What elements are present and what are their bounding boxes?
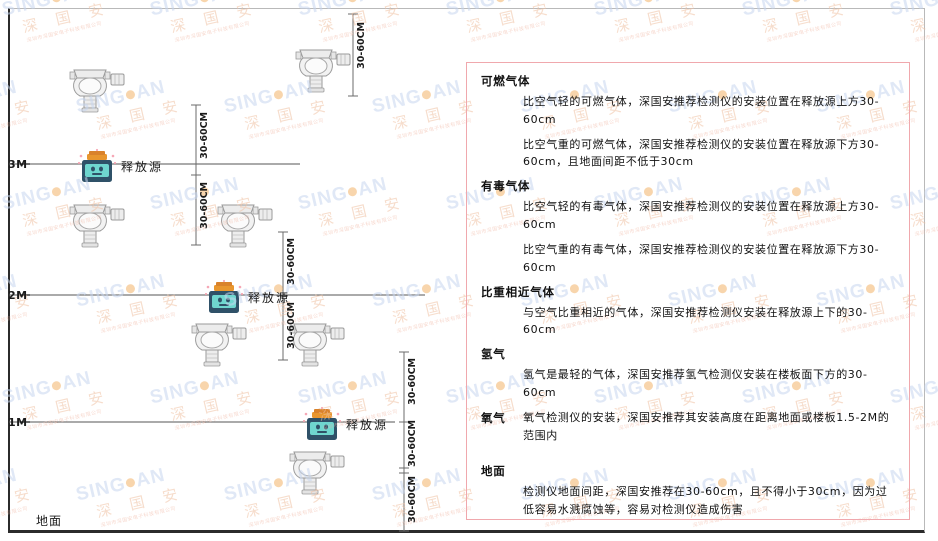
release-source-label-1m: 释放源	[346, 418, 389, 432]
dimension-label-right-3: 30-60CM	[407, 476, 418, 523]
level-label-2m: 2M	[8, 289, 28, 302]
release-source-1m	[302, 406, 342, 440]
section-paragraph: 比空气轻的可燃气体，深国安推荐检测仪的安装位置在释放源上方30-60cm	[523, 95, 880, 126]
panel-spacer	[481, 451, 895, 463]
section-heading: 有毒气体	[481, 179, 531, 194]
section-paragraph: 比空气重的可燃气体，深国安推荐检测仪的安装位置在释放源下方30-60cm，且地面…	[523, 137, 880, 169]
dimension-label-middle-1: 30-60CM	[286, 238, 297, 285]
release-source-3m	[77, 148, 117, 182]
section-heading: 可燃气体	[481, 74, 531, 88]
section-paragraph: 检测仪地面间距，深国安推荐在30-60cm，且不得小于30cm，因为过低容易水溅…	[523, 485, 888, 517]
section-paragraph: 氢气是最轻的气体，深国安推荐氢气检测仪安装在楼板面下方的30-60cm	[523, 368, 868, 399]
release-source-2m	[204, 279, 244, 313]
section-hydrogen-gas: 氢气 氢气是最轻的气体，深国安推荐氢气检测仪安装在楼板面下方的30-60cm	[481, 346, 895, 402]
detector-mid-left	[69, 204, 125, 248]
ground-label: 地面	[36, 514, 63, 528]
section-similar-density-gas: 比重相近气体 与空气比重相近的气体，深国安推荐检测仪安装在释放源上下的30-60…	[481, 284, 895, 340]
section-paragraph: 与空气比重相近的气体，深国安推荐检测仪安装在释放源上下的30-60cm	[523, 305, 868, 337]
dimension-label-top: 30-60CM	[356, 22, 367, 69]
guidance-panel: 可燃气体 比空气轻的可燃气体，深国安推荐检测仪的安装位置在释放源上方30-60c…	[466, 62, 910, 520]
dimension-label-middle-2: 30-60CM	[286, 302, 297, 349]
dimension-label-upper-2: 30-60CM	[199, 182, 210, 229]
dimension-label-upper-1: 30-60CM	[199, 112, 210, 159]
level-label-1m: 1M	[8, 416, 28, 429]
section-heading: 比重相近气体	[481, 284, 555, 299]
detector-low-right	[289, 323, 345, 367]
section-flammable-gas: 可燃气体 比空气轻的可燃气体，深国安推荐检测仪的安装位置在释放源上方30-60c…	[481, 73, 895, 171]
section-heading: 地面	[481, 464, 506, 479]
dimension-label-right-1: 30-60CM	[407, 358, 418, 405]
dimension-label-right-2: 30-60CM	[407, 420, 418, 467]
section-ground: 地面 检测仪地面间距，深国安推荐在30-60cm，且不得小于30cm，因为过低容…	[481, 463, 895, 519]
release-source-label-2m: 释放源	[248, 291, 291, 305]
section-heading: 氧气	[481, 410, 506, 425]
section-paragraph: 氧气检测仪的安装，深国安推荐其安装高度在距离地面或楼板1.5-2M的范围内	[523, 410, 890, 442]
release-source-label-3m: 释放源	[121, 160, 164, 174]
detector-mid-right	[217, 204, 273, 248]
section-toxic-gas: 有毒气体 比空气轻的有毒气体，深国安推荐检测仪的安装位置在释放源上方30-60c…	[481, 178, 895, 276]
section-paragraph: 比空气轻的有毒气体，深国安推荐检测仪的安装位置在释放源上方30-60cm	[523, 200, 880, 232]
detector-low-left	[191, 323, 247, 367]
detector-bottom	[289, 451, 345, 495]
section-oxygen-gas: 氧气 氧气检测仪的安装，深国安推荐其安装高度在距离地面或楼板1.5-2M的范围内	[481, 409, 895, 445]
section-paragraph: 比空气重的有毒气体，深国安推荐检测仪的安装位置在释放源下方30-60cm	[523, 242, 880, 274]
detector-top-center	[295, 49, 351, 93]
level-label-3m: 3M	[8, 158, 28, 171]
section-heading: 氢气	[481, 347, 506, 362]
detector-top-left	[69, 69, 125, 113]
